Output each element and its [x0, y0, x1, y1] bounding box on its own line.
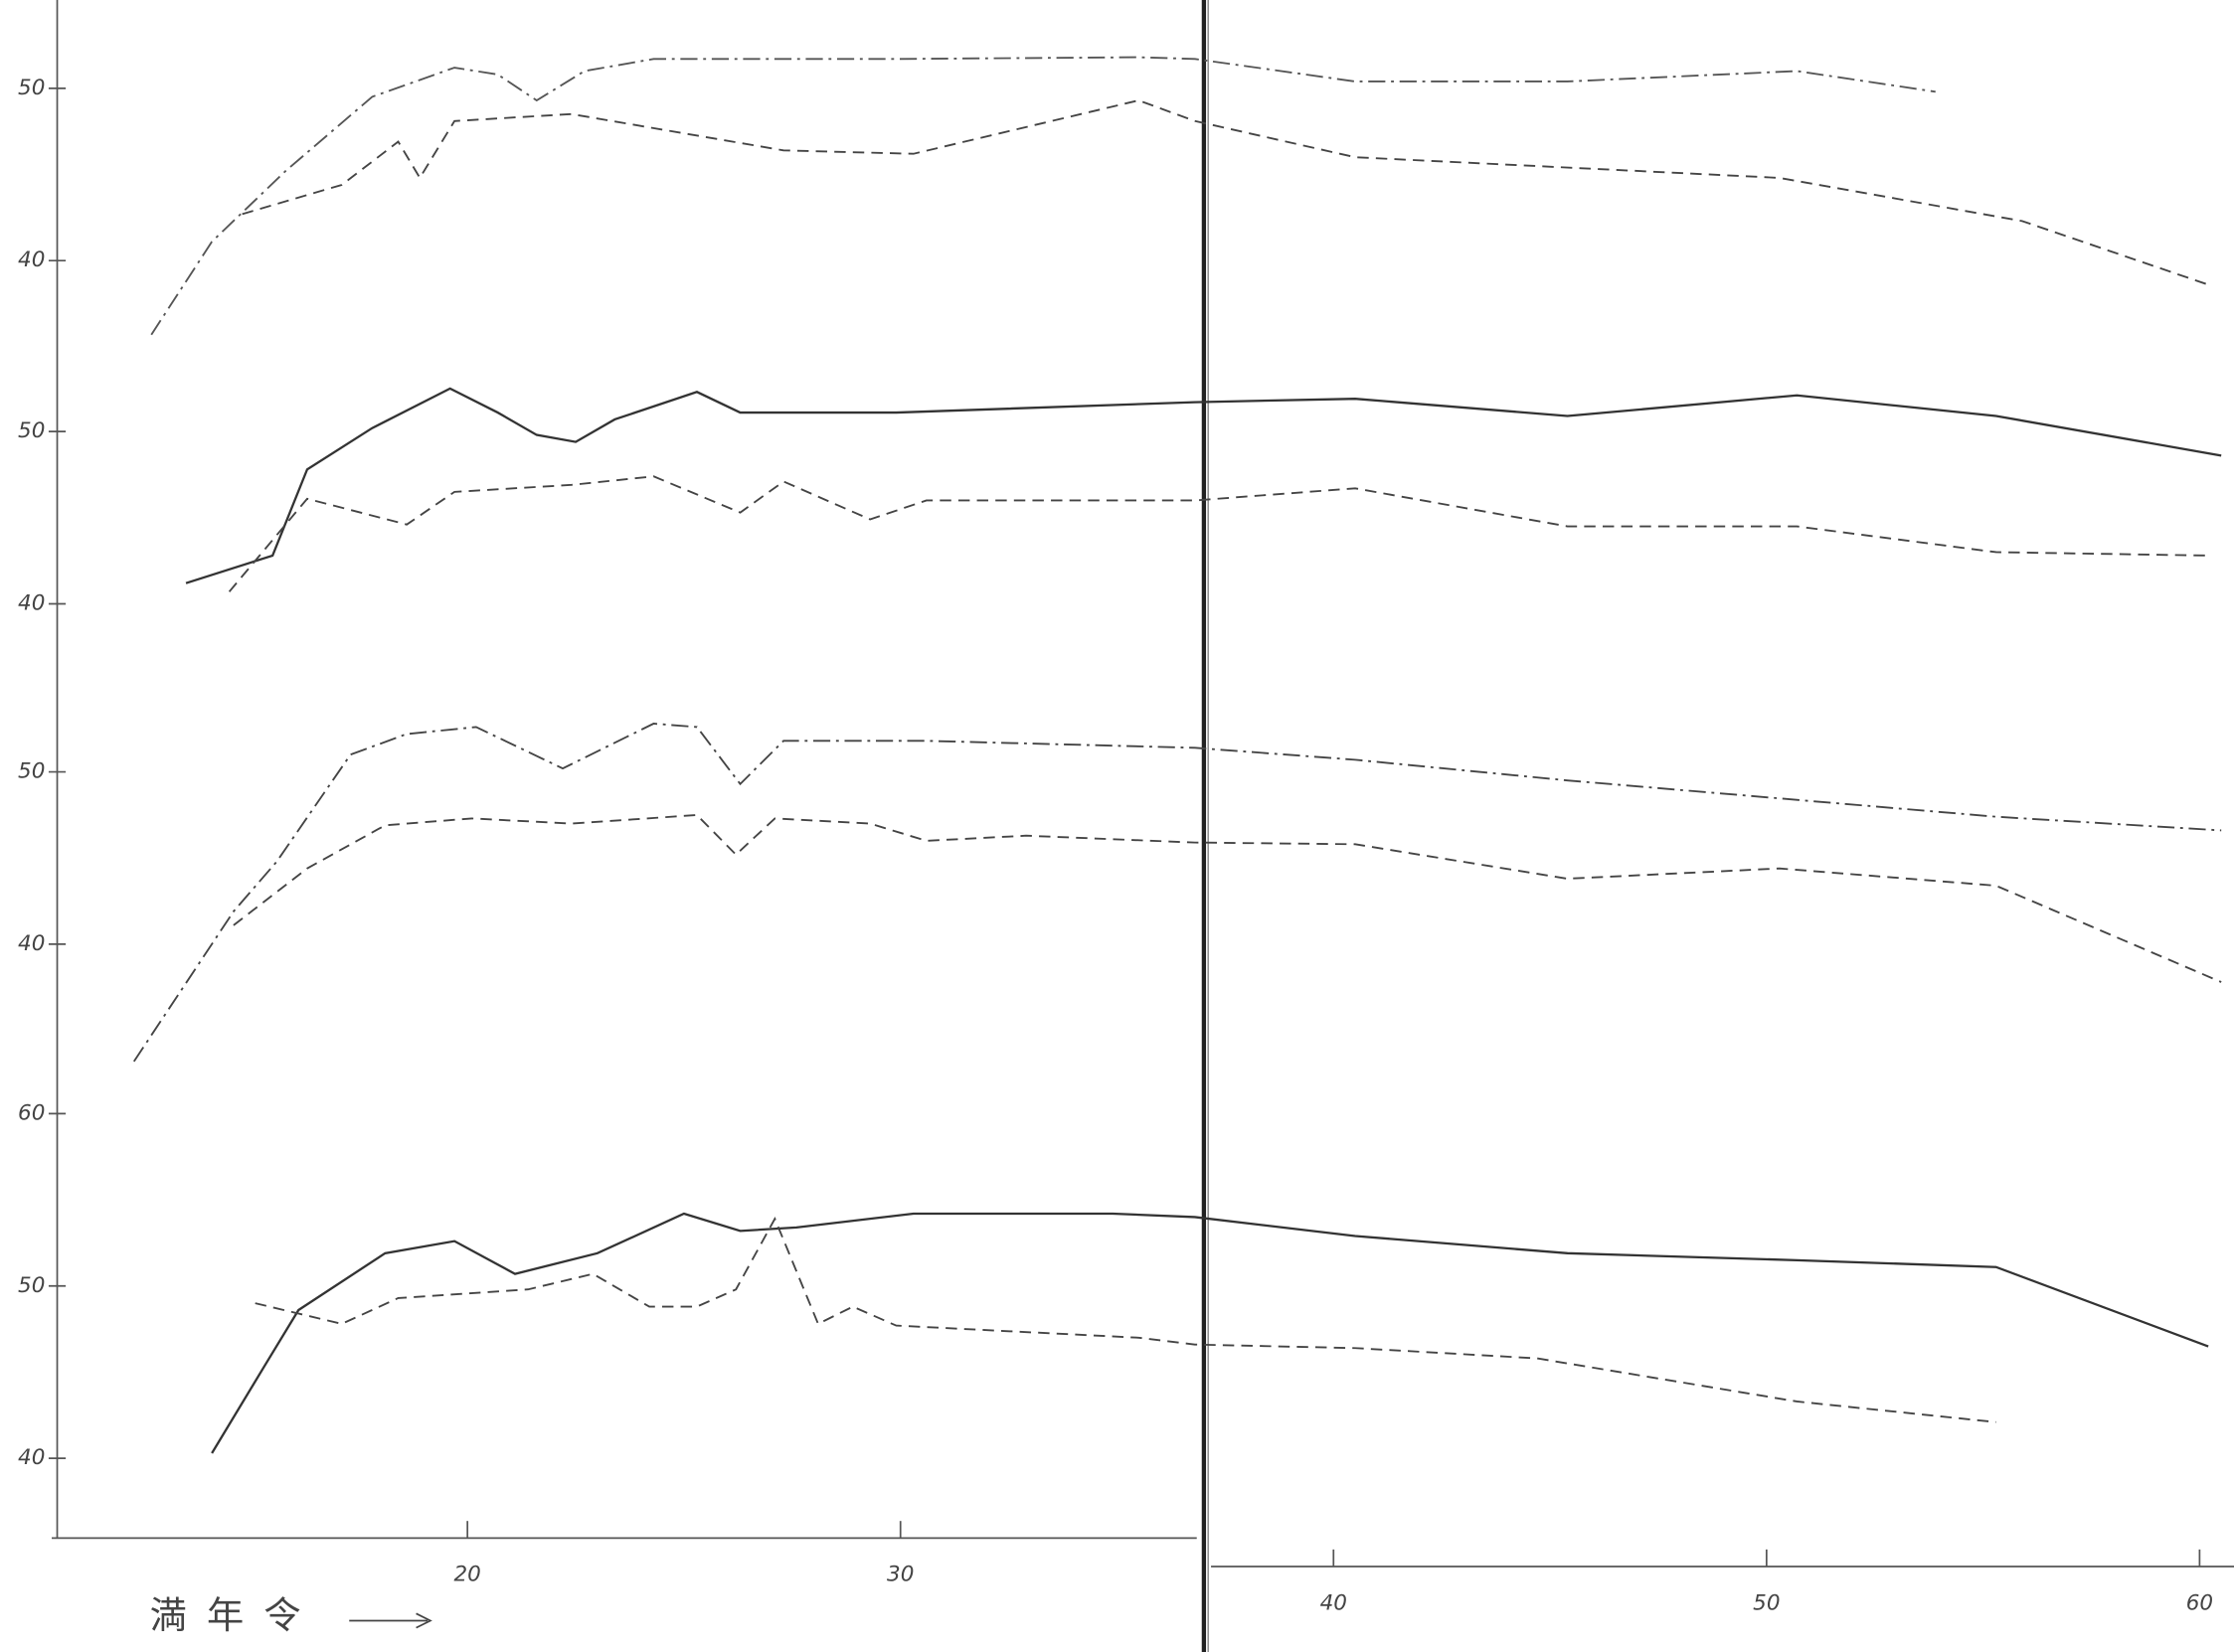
y-tick-label: 50	[18, 418, 45, 443]
data-line	[255, 1217, 1996, 1423]
data-line	[132, 723, 2222, 1063]
x-tick-label: 40	[1320, 1590, 1347, 1615]
y-tick-label: 40	[18, 931, 45, 956]
data-line	[150, 56, 1936, 336]
x-tick-label: 60	[2186, 1590, 2213, 1615]
y-tick-label: 50	[18, 76, 45, 100]
data-line	[242, 99, 2209, 286]
y-tick-label: 50	[18, 1273, 45, 1298]
x-tick-label: 30	[887, 1563, 914, 1587]
x-axis-label: 満年令	[150, 1593, 321, 1637]
data-line	[228, 475, 2209, 592]
x-tick-label: 50	[1753, 1590, 1780, 1615]
y-tick-label: 40	[18, 590, 45, 615]
y-tick-label: 40	[18, 1445, 45, 1470]
y-tick-label: 50	[18, 759, 45, 784]
y-tick-label: 40	[18, 248, 45, 272]
x-tick-label: 20	[453, 1563, 480, 1587]
data-line	[211, 1212, 2209, 1454]
x-axis-arrow	[416, 1612, 432, 1629]
data-line	[233, 814, 2222, 983]
data-line	[185, 387, 2222, 584]
y-tick-label: 60	[18, 1100, 45, 1125]
